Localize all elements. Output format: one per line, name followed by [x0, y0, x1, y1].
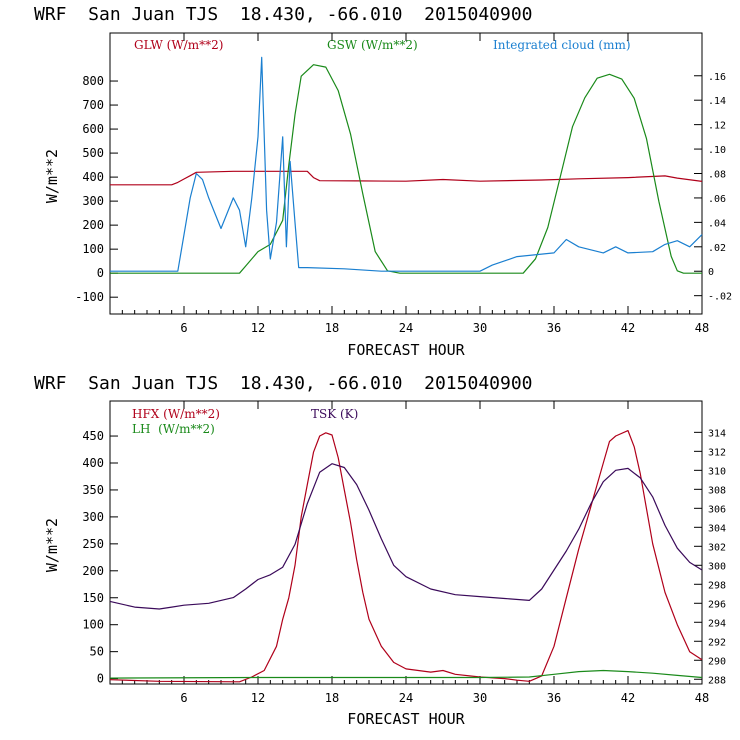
chart2-y2-tick-label: 314 — [708, 428, 726, 439]
chart1-legend-cloud: Integrated cloud (mm) — [493, 38, 631, 52]
chart1-series-glw-line — [110, 170, 703, 186]
chart2-x-tick-label: 12 — [251, 691, 265, 705]
chart1-y2-tick-label: .10 — [708, 145, 726, 156]
chart1-y-tick-label: -100 — [75, 290, 104, 304]
chart2-x-tick-label: 6 — [180, 691, 187, 705]
chart2-frame — [109, 400, 703, 685]
chart2-y2-tick-label: 296 — [708, 599, 726, 610]
chart2-y2-tick-label: 310 — [708, 466, 726, 477]
chart2-x-tick-label: 18 — [325, 691, 339, 705]
chart1-x-axis-label: FORECAST HOUR — [347, 341, 465, 359]
chart1-y-tick-label: 500 — [82, 146, 104, 160]
chart2-x-tick-label: 24 — [399, 691, 413, 705]
chart2-series-lh-line — [109, 669, 703, 679]
chart1-y-tick-label: 0 — [97, 266, 104, 280]
chart1-x-tick-label: 30 — [473, 321, 487, 335]
chart2-y-axis-label: W/m**2 — [43, 518, 61, 572]
chart1-legend-gsw: GSW (W/m**2) — [327, 38, 418, 52]
chart1-y2-tick-label: .02 — [708, 243, 726, 254]
chart1-x-tick-label: 18 — [325, 321, 339, 335]
chart1-x-tick-label: 24 — [399, 321, 413, 335]
chart2-series-hfx-line — [109, 430, 703, 683]
chart1-y-tick-label: 700 — [82, 98, 104, 112]
chart2-y-tick-label: 250 — [82, 537, 104, 551]
chart2-series-tsk-line — [109, 463, 703, 610]
chart2-legend-lh: LH (W/m**2) — [132, 422, 215, 436]
chart1-y2-tick-label: .08 — [708, 170, 726, 181]
chart2-y2-tick-label: 292 — [708, 637, 726, 648]
chart1-y2-tick-label: .06 — [708, 194, 726, 205]
chart2-legend-tsk: TSK (K) — [311, 407, 358, 421]
chart2-y2-tick-label: 300 — [708, 561, 726, 572]
chart1-series-integrated-line — [110, 56, 703, 272]
chart1-y-tick-label: 800 — [82, 74, 104, 88]
chart2-y-tick-label: 150 — [82, 591, 104, 605]
chart2-y2-tick-label: 290 — [708, 656, 726, 667]
chart2-y2-tick-label: 294 — [708, 618, 726, 629]
chart1-title: WRF San Juan TJS 18.430, -66.010 2015040… — [34, 4, 533, 25]
chart1-x-tick-label: 42 — [621, 321, 635, 335]
chart2-y-tick-label: 100 — [82, 618, 104, 632]
chart1-y-axis-label: W/m**2 — [43, 149, 61, 203]
chart1-y2-tick-label: .16 — [708, 72, 726, 83]
chart1-y-tick-label: 300 — [82, 194, 104, 208]
chart1-y2-tick-label: .14 — [708, 96, 726, 107]
chart2-y2-tick-label: 308 — [708, 485, 726, 496]
chart2-y-tick-label: 50 — [90, 645, 104, 659]
chart1-legend-glw: GLW (W/m**2) — [134, 38, 223, 52]
chart1-series-gsw-line — [110, 64, 702, 274]
chart1-x-tick-label: 6 — [180, 321, 187, 335]
chart1-x-tick-label: 48 — [695, 321, 709, 335]
chart1-y-tick-label: 400 — [82, 170, 104, 184]
chart2-x-tick-label: 42 — [621, 691, 635, 705]
chart1-y2-tick-label: .04 — [708, 218, 726, 229]
chart1-y-tick-label: 100 — [82, 242, 104, 256]
chart2-x-tick-label: 48 — [695, 691, 709, 705]
chart2-y2-tick-label: 288 — [708, 675, 726, 686]
chart2-y2-tick-label: 312 — [708, 447, 726, 458]
chart2-y-tick-label: 0 — [97, 672, 104, 686]
chart1-y2-tick-label: 0 — [708, 267, 714, 278]
chart2-y2-tick-label: 302 — [708, 542, 726, 553]
chart1-x-tick-label: 12 — [251, 321, 265, 335]
chart2-title: WRF San Juan TJS 18.430, -66.010 2015040… — [34, 373, 533, 394]
chart1-y2-tick-label: -.02 — [708, 292, 732, 303]
chart2-x-tick-label: 36 — [547, 691, 561, 705]
chart2-x-tick-label: 30 — [473, 691, 487, 705]
chart2-y-tick-label: 350 — [82, 483, 104, 497]
chart2-y2-tick-label: 298 — [708, 580, 726, 591]
chart1-y-tick-label: 600 — [82, 122, 104, 136]
chart2-y-tick-label: 450 — [82, 429, 104, 443]
chart2-y-tick-label: 200 — [82, 564, 104, 578]
chart2-x-axis-label: FORECAST HOUR — [347, 710, 465, 728]
chart2-y-tick-label: 400 — [82, 456, 104, 470]
chart2-legend-hfx: HFX (W/m**2) — [132, 407, 220, 421]
chart2-y-tick-label: 300 — [82, 510, 104, 524]
chart1-y2-tick-label: .12 — [708, 121, 726, 132]
chart2-y2-tick-label: 306 — [708, 504, 726, 515]
chart2-y2-tick-label: 304 — [708, 523, 726, 534]
chart1-y-tick-label: 200 — [82, 218, 104, 232]
chart1-x-tick-label: 36 — [547, 321, 561, 335]
